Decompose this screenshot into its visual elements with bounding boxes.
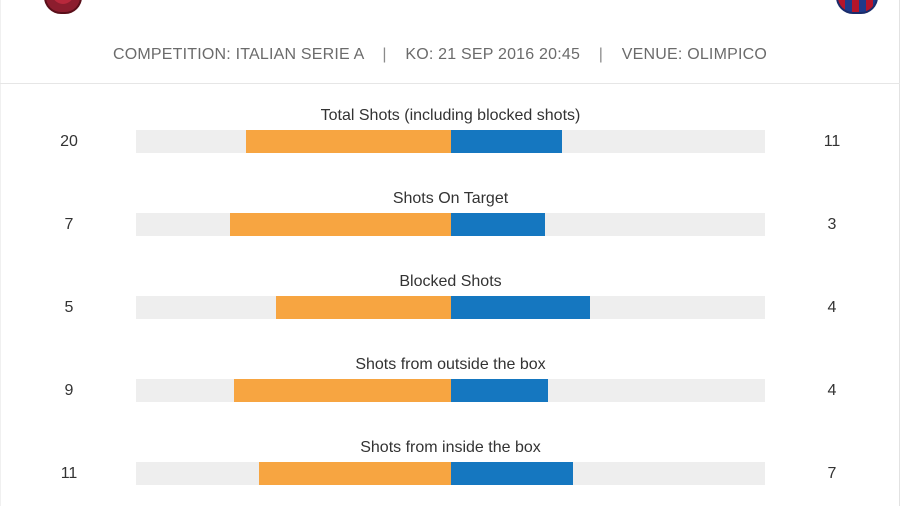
separator: | [598, 46, 604, 63]
stat-row-shots-inside-box: Shots from inside the box 11 7 [0, 439, 900, 499]
away-bar [450, 379, 548, 402]
home-bar [258, 462, 451, 485]
away-value: 4 [827, 382, 837, 399]
home-value: 20 [60, 133, 78, 150]
stat-bar [136, 379, 765, 402]
competition-label: COMPETITION: [112, 46, 231, 63]
away-bar [450, 296, 591, 319]
stat-bar [136, 296, 765, 319]
away-value: 7 [827, 465, 837, 482]
stat-row-shots-on-target: Shots On Target 7 3 [0, 190, 900, 250]
kickoff-label: KO: [405, 46, 434, 63]
stat-bar [136, 130, 765, 153]
away-bar [450, 462, 574, 485]
stat-row-blocked-shots: Blocked Shots 5 4 [0, 273, 900, 333]
venue-value: OLIMPICO [687, 46, 768, 63]
away-value: 3 [827, 216, 837, 233]
competition-value: ITALIAN SERIE A [235, 46, 364, 63]
match-info-bar: COMPETITION: ITALIAN SERIE A | KO: 21 SE… [0, 46, 880, 64]
kickoff-value: 21 SEP 2016 20:45 [438, 46, 581, 63]
stat-label: Total Shots (including blocked shots) [320, 107, 581, 124]
away-team-crest-icon [836, 0, 878, 14]
home-bar [233, 379, 451, 402]
separator: | [382, 46, 387, 63]
home-value: 11 [60, 465, 78, 482]
left-border [0, 0, 1, 506]
stat-row-total-shots: Total Shots (including blocked shots) 20… [0, 107, 900, 167]
home-value: 5 [64, 299, 74, 316]
home-value: 7 [64, 216, 74, 233]
home-value: 9 [64, 382, 74, 399]
home-bar [230, 213, 451, 236]
stat-row-shots-outside-box: Shots from outside the box 9 4 [0, 356, 900, 416]
away-value: 11 [823, 133, 841, 150]
stat-bar [136, 213, 765, 236]
stat-label: Blocked Shots [399, 273, 502, 290]
home-bar [275, 296, 451, 319]
venue-label: VENUE: [621, 46, 683, 63]
home-team-crest-icon [44, 0, 82, 14]
away-bar [450, 213, 545, 236]
away-value: 4 [827, 299, 837, 316]
home-bar [246, 130, 451, 153]
stat-bar [136, 462, 765, 485]
header-divider [0, 83, 900, 84]
away-bar [450, 130, 563, 153]
stat-label: Shots from inside the box [360, 439, 541, 456]
stat-label: Shots On Target [392, 190, 509, 207]
stat-label: Shots from outside the box [355, 356, 546, 373]
